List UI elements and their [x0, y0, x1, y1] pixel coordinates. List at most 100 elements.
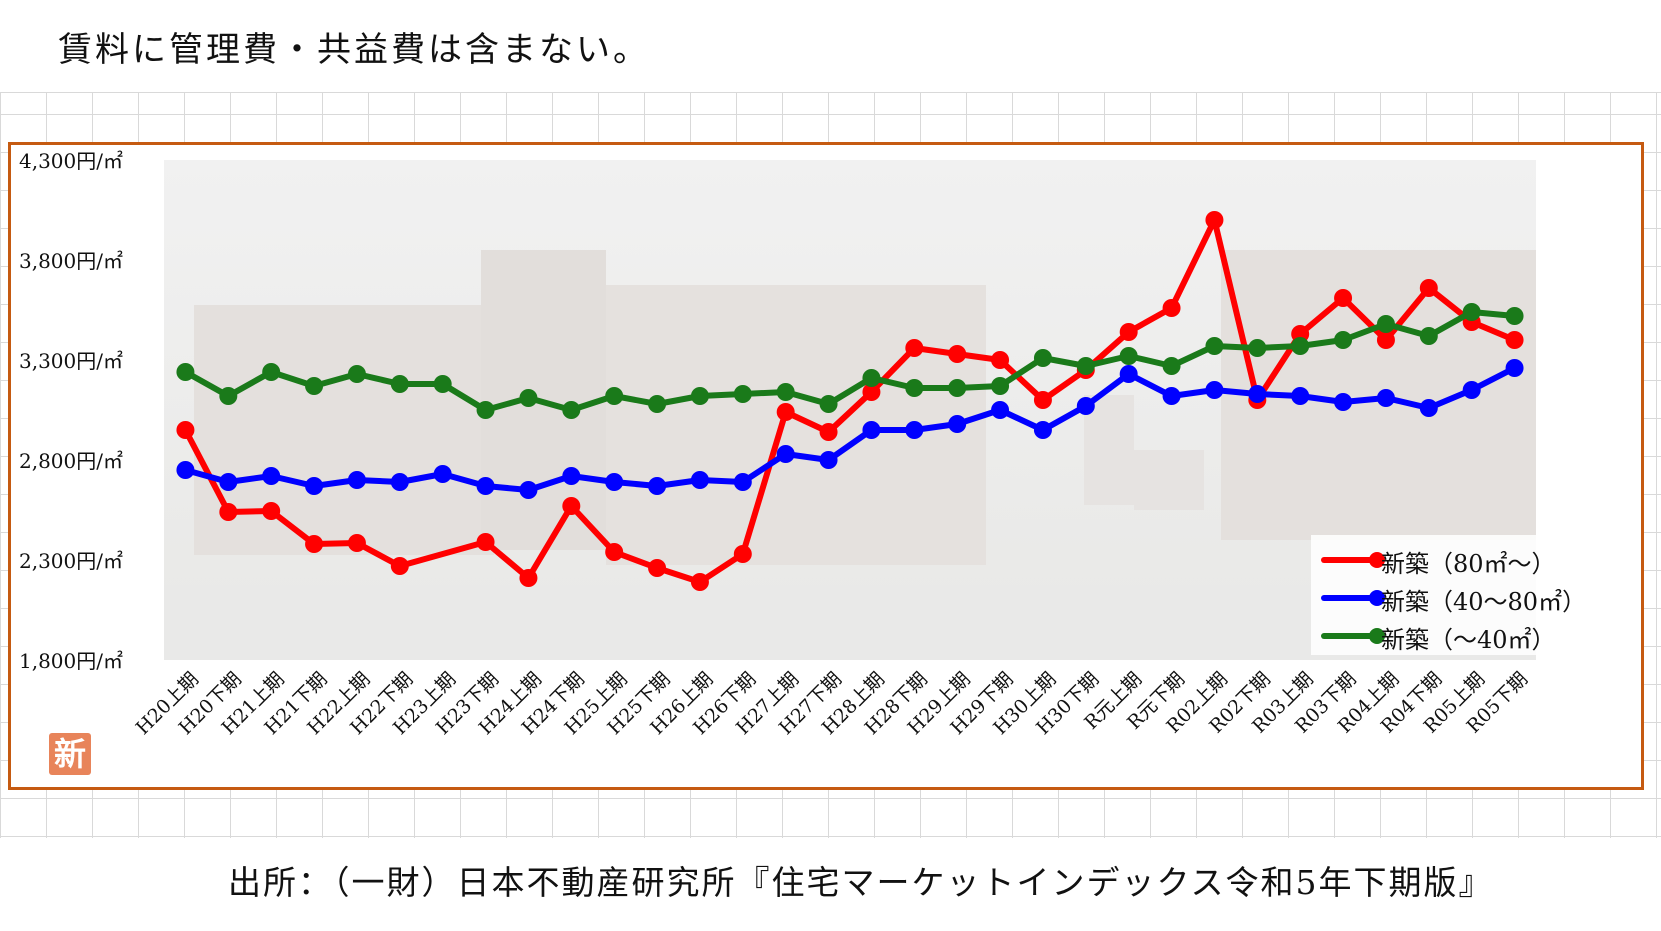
legend-swatch-dot: [1369, 590, 1385, 606]
plot-background: [164, 160, 1536, 660]
data-point: [733, 385, 752, 403]
y-tick-label: 2,300円/㎡: [19, 549, 123, 573]
data-point: [1334, 331, 1353, 349]
data-point: [690, 387, 709, 405]
y-tick-label: 4,300円/㎡: [19, 149, 123, 173]
y-tick-label: 1,800円/㎡: [19, 649, 123, 673]
chart-frame: 1,800円/㎡ 2,300円/㎡ 2,800円/㎡ 3,300円/㎡ 3,800円/㎡…: [8, 142, 1644, 790]
data-point: [1419, 279, 1438, 297]
data-point: [347, 471, 366, 489]
data-point: [1119, 347, 1138, 365]
data-point: [1462, 303, 1481, 321]
data-point: [1419, 399, 1438, 417]
data-point: [1076, 397, 1095, 415]
legend-swatch-line: [1321, 595, 1381, 601]
data-point: [1334, 289, 1353, 307]
data-point: [433, 375, 452, 393]
data-point: [905, 379, 924, 397]
data-point: [1205, 337, 1224, 355]
data-point: [1376, 389, 1395, 407]
data-point: [1076, 357, 1095, 375]
data-point: [519, 389, 538, 407]
data-point: [1462, 381, 1481, 399]
data-point: [176, 421, 195, 439]
data-point: [1334, 393, 1353, 411]
data-point: [262, 502, 281, 520]
data-point: [262, 467, 281, 485]
data-point: [648, 559, 667, 577]
data-point: [219, 473, 238, 491]
legend-swatch-line: [1321, 633, 1381, 639]
data-point: [1419, 327, 1438, 345]
x-axis: H20上期H20下期H21上期H21下期H22上期H22下期H23上期H23下期…: [132, 668, 1532, 739]
data-point: [605, 473, 624, 491]
data-point: [1033, 391, 1052, 409]
data-point: [1505, 359, 1524, 377]
data-point: [1248, 385, 1267, 403]
data-point: [433, 465, 452, 483]
data-point: [305, 477, 324, 495]
data-point: [1162, 299, 1181, 317]
data-point: [390, 473, 409, 491]
legend-item-80: 新築（80㎡～）: [1321, 541, 1587, 578]
legend-label: 新築（40～80㎡）: [1381, 588, 1587, 616]
header-note: 賃料に管理費・共益費は含まない。: [58, 30, 650, 70]
data-point: [905, 339, 924, 357]
data-point: [562, 401, 581, 419]
legend-swatch-line: [1321, 557, 1381, 563]
data-point: [690, 471, 709, 489]
data-point: [1248, 339, 1267, 357]
y-tick-label: 3,800円/㎡: [19, 249, 123, 273]
data-point: [176, 363, 195, 381]
data-point: [476, 533, 495, 551]
data-point: [905, 421, 924, 439]
data-point: [1291, 387, 1310, 405]
legend: 新築（80㎡～） 新築（40～80㎡） 新築（～40㎡）: [1311, 535, 1587, 655]
data-point: [562, 497, 581, 515]
data-point: [305, 377, 324, 395]
data-point: [948, 345, 967, 363]
data-point: [1205, 381, 1224, 399]
data-point: [862, 383, 881, 401]
data-point: [819, 395, 838, 413]
data-point: [991, 351, 1010, 369]
data-point: [305, 535, 324, 553]
data-point: [991, 401, 1010, 419]
legend-swatch-dot: [1369, 552, 1385, 568]
y-tick-label: 3,300円/㎡: [19, 349, 123, 373]
header-note-bar: 賃料に管理費・共益費は含まない。: [0, 0, 1661, 93]
data-point: [390, 375, 409, 393]
data-point: [1119, 323, 1138, 341]
data-point: [1505, 331, 1524, 349]
data-point: [1033, 349, 1052, 367]
data-point: [605, 543, 624, 561]
data-point: [562, 467, 581, 485]
data-point: [862, 421, 881, 439]
data-point: [862, 369, 881, 387]
data-point: [776, 445, 795, 463]
data-point: [476, 477, 495, 495]
data-point: [519, 481, 538, 499]
legend-label: 新築（～40㎡）: [1381, 626, 1556, 654]
legend-label: 新築（80㎡～）: [1381, 550, 1556, 578]
data-point: [819, 451, 838, 469]
data-point: [219, 387, 238, 405]
data-point: [390, 557, 409, 575]
legend-swatch-dot: [1369, 628, 1385, 644]
data-point: [1162, 387, 1181, 405]
source-note: 出所：（一財）日本不動産研究所『住宅マーケットインデックス令和5年下期版』: [228, 863, 1494, 902]
source-note-bar: 出所：（一財）日本不動産研究所『住宅マーケットインデックス令和5年下期版』: [0, 838, 1661, 931]
data-point: [1162, 357, 1181, 375]
data-point: [991, 377, 1010, 395]
data-point: [776, 403, 795, 421]
series-layer: [176, 211, 1524, 591]
line-chart: 1,800円/㎡ 2,300円/㎡ 2,800円/㎡ 3,300円/㎡ 3,800円/㎡…: [19, 149, 1536, 739]
legend-item-40-80: 新築（40～80㎡）: [1321, 579, 1587, 616]
y-axis: 1,800円/㎡ 2,300円/㎡ 2,800円/㎡ 3,300円/㎡ 3,800円/㎡…: [19, 149, 123, 673]
data-point: [347, 534, 366, 552]
data-point: [776, 383, 795, 401]
data-point: [1033, 421, 1052, 439]
data-point: [1376, 315, 1395, 333]
legend-item-40: 新築（～40㎡）: [1321, 617, 1587, 654]
data-point: [819, 423, 838, 441]
